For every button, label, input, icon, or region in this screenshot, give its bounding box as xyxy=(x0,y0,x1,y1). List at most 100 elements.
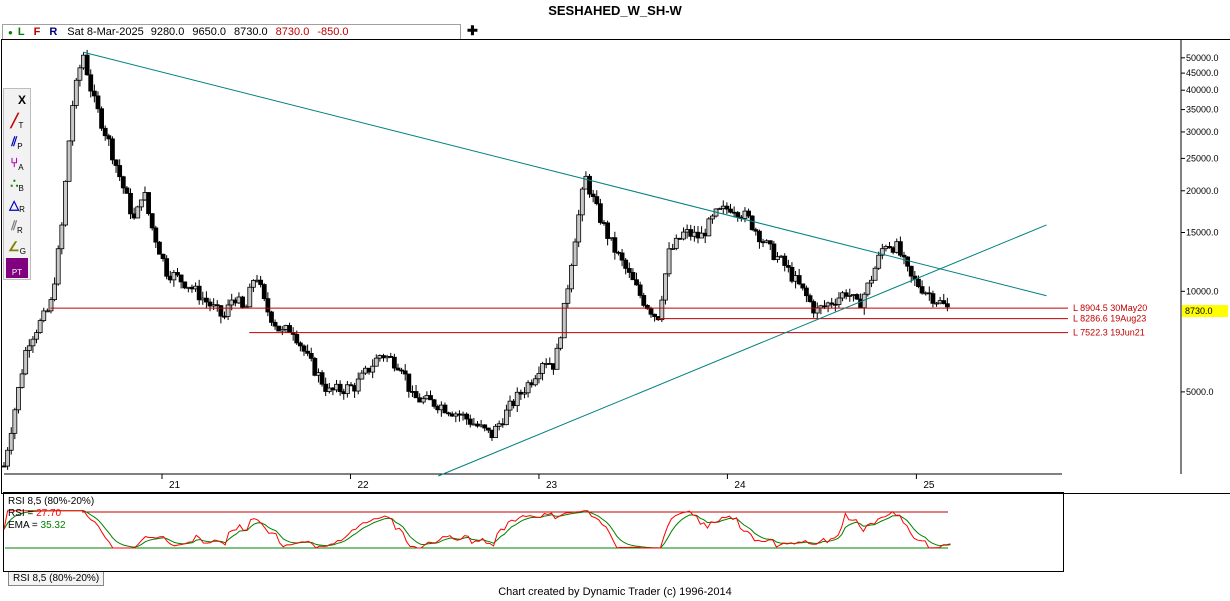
gann-tool-icon[interactable]: ∠G xyxy=(8,239,26,256)
toolbar-close-icon[interactable]: X xyxy=(17,93,26,107)
candle-body xyxy=(670,247,676,250)
candle-body xyxy=(536,373,542,380)
candle-body xyxy=(225,304,231,317)
candle-body xyxy=(55,248,61,285)
candle-body xyxy=(12,409,18,434)
rsi-panel[interactable] xyxy=(3,492,1064,572)
candle-body xyxy=(337,383,343,392)
candle-body xyxy=(482,424,488,429)
candle-body xyxy=(796,275,802,285)
candle-body xyxy=(652,313,658,317)
candle-body xyxy=(269,311,274,323)
candle-body xyxy=(95,95,101,110)
candle-body xyxy=(637,284,643,296)
candle-body xyxy=(34,332,39,340)
candle-body xyxy=(294,333,300,344)
candle-body xyxy=(811,301,817,314)
candle-body xyxy=(485,427,491,431)
candle-body xyxy=(930,293,936,304)
candle-body xyxy=(106,135,112,140)
candle-body xyxy=(666,248,672,275)
candle-body xyxy=(916,278,921,288)
y-tick-label: 15000.0 xyxy=(1186,227,1219,237)
candle-body xyxy=(272,321,278,327)
fib-tool-icon[interactable]: ∴B xyxy=(10,176,24,193)
info-f-button[interactable]: F xyxy=(33,26,41,38)
candle-body xyxy=(261,284,267,300)
candle-body xyxy=(175,272,180,276)
candle-body xyxy=(706,218,712,237)
rsi-title: RSI 8,5 (80%-20%) xyxy=(8,496,94,507)
candle-body xyxy=(619,252,625,261)
candle-body xyxy=(305,350,311,354)
parallel-tool-icon[interactable]: ⫽P xyxy=(11,134,23,151)
retrace-tool-icon[interactable]: ⫽R xyxy=(11,218,23,235)
candle-body xyxy=(587,175,592,195)
drawing-toolbar: X ╱T ⫽P ⑂A ∴B △R ⫽R ∠G PT xyxy=(3,88,31,280)
y-tick-label: 20000.0 xyxy=(1186,186,1219,196)
candle-body xyxy=(19,373,25,388)
candle-body xyxy=(138,199,144,208)
candle-body xyxy=(370,365,376,373)
candle-body xyxy=(308,352,314,359)
candle-body xyxy=(204,297,209,303)
candle-body xyxy=(146,192,151,215)
last-price-box xyxy=(1182,305,1228,318)
candle-body xyxy=(88,74,94,92)
candle-body xyxy=(117,165,123,178)
candle-body xyxy=(728,208,733,213)
candle-body xyxy=(785,265,791,268)
candle-body xyxy=(59,224,65,250)
ratio-tool-icon[interactable]: △R xyxy=(9,197,25,214)
y-tick-label: 45000.0 xyxy=(1186,68,1219,78)
x-tick-label: 22 xyxy=(357,480,369,491)
candle-body xyxy=(171,272,177,281)
rising-trendline xyxy=(438,224,1047,477)
candle-body xyxy=(597,203,603,223)
candle-body xyxy=(348,384,354,387)
y-tick-label: 25000.0 xyxy=(1186,153,1219,163)
candle-body xyxy=(164,258,170,277)
candle-body xyxy=(493,425,498,439)
candle-body xyxy=(724,205,730,210)
candle-body xyxy=(869,279,874,284)
candle-body xyxy=(276,325,282,332)
candle-body xyxy=(52,283,58,300)
trendline-tool-icon[interactable]: ╱T xyxy=(10,113,24,130)
candle-body xyxy=(569,264,574,290)
info-close: 8730.0 xyxy=(275,26,310,38)
info-l-button[interactable]: L xyxy=(17,26,25,38)
pt-tool-icon[interactable]: PT xyxy=(6,258,28,278)
candle-body xyxy=(522,392,527,395)
info-r-button[interactable]: R xyxy=(49,26,58,38)
candle-body xyxy=(149,213,155,229)
candle-body xyxy=(359,372,365,380)
candle-body xyxy=(23,350,29,375)
rsi-tab[interactable]: RSI 8,5 (80%-20%) xyxy=(8,572,105,586)
candle-body xyxy=(879,248,885,256)
candle-body xyxy=(753,229,759,232)
y-tick-label: 40000.0 xyxy=(1186,85,1219,95)
add-indicator-icon[interactable]: ✚ xyxy=(467,23,478,38)
candle-body xyxy=(514,391,520,407)
andrews-tool-icon[interactable]: ⑂A xyxy=(10,155,24,172)
candle-body xyxy=(91,90,97,97)
candle-body xyxy=(854,294,860,300)
candle-body xyxy=(648,308,654,315)
candle-body xyxy=(605,222,611,239)
candle-body xyxy=(626,268,632,273)
candle-body xyxy=(182,281,188,289)
candle-body xyxy=(442,404,448,414)
candle-body xyxy=(710,215,715,220)
candle-body xyxy=(919,286,925,294)
candle-body xyxy=(258,279,264,285)
candle-body xyxy=(735,212,741,218)
candle-body xyxy=(120,176,126,189)
price-panel[interactable] xyxy=(1,39,1230,494)
status-dot-icon: ● xyxy=(8,27,13,37)
candle-body xyxy=(431,399,437,407)
candle-body xyxy=(905,256,911,267)
candle-body xyxy=(77,67,83,81)
info-change: -850.0 xyxy=(317,26,349,38)
candle-body xyxy=(73,79,79,106)
